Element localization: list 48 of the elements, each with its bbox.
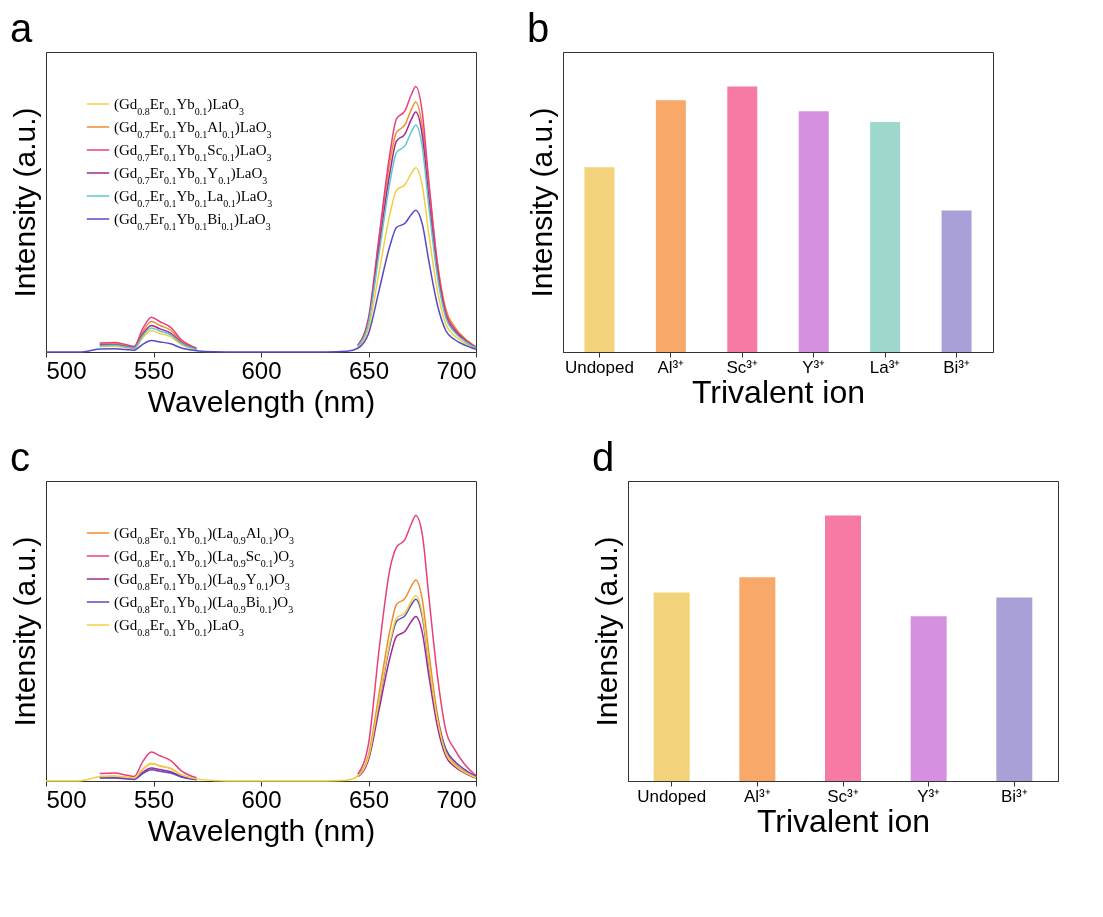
legend-label: (Gd$_{0.8}$Er$_{0.1}$Yb$_{0.1}$)LaO$_{3}$ — [114, 96, 244, 117]
text: (Gd$_{0.7}$Er$_{0.1}$Yb$_{0.1}$La$_{0.1}$)LaO$_{3}$ — [114, 188, 273, 209]
x-axis-title: Wavelength (nm) — [147, 813, 376, 847]
bar — [655, 100, 686, 352]
x-tick-label: 500 — [46, 356, 87, 384]
text: (Gd$_{0.7}$Er$_{0.1}$Yb$_{0.1}$Sc$_{0.1}$)LaO$_{3}$ — [114, 142, 272, 163]
y-axis-title: Intensity (a.u.) — [524, 107, 558, 298]
x-tick-label: 500 — [46, 785, 87, 813]
x-tick-label: 550 — [133, 356, 175, 384]
x-tick-label: 550 — [133, 785, 175, 813]
text: (Gd$_{0.8}$Er$_{0.1}$Yb$_{0.1}$)(La$_{0.9}$Sc$_{0.1}$)O$_{3}$ — [114, 548, 294, 569]
text: (Gd$_{0.8}$Er$_{0.1}$Yb$_{0.1}$)(La$_{0.9}$Bi$_{0.1}$)O$_{3}$ — [114, 594, 294, 615]
text: (Gd$_{0.8}$Er$_{0.1}$Yb$_{0.1}$)(La$_{0.9}$Al$_{0.1}$)O$_{3}$ — [114, 525, 294, 546]
x-tick-label: 650 — [348, 356, 390, 384]
chart-title: b — [527, 6, 550, 50]
x-tick-label: 650 — [348, 785, 390, 813]
bar — [910, 616, 947, 781]
bar — [727, 86, 758, 352]
bar — [825, 515, 861, 781]
y-axis-title: Intensity (a.u.) — [589, 536, 623, 727]
chart-title: a — [10, 6, 33, 50]
x-tick-label: 600 — [241, 356, 282, 384]
x-tick-label: 700 — [436, 356, 477, 384]
x-tick-label: Undoped — [637, 786, 707, 806]
x-tick-label: Bi³⁺ — [1000, 786, 1028, 806]
x-tick-label: 600 — [241, 785, 282, 813]
bar — [870, 122, 901, 352]
x-tick-label: Undoped — [564, 357, 634, 377]
bar — [584, 167, 615, 352]
text: (Gd$_{0.8}$Er$_{0.1}$Yb$_{0.1}$)(La$_{0.9}$Y$_{0.1}$)O$_{3}$ — [114, 571, 290, 592]
y-axis-title: Intensity (a.u.) — [7, 536, 41, 727]
legend-label: (Gd$_{0.8}$Er$_{0.1}$Yb$_{0.1}$)LaO$_{3}$ — [114, 617, 244, 638]
bar — [941, 210, 972, 352]
x-tick-label: Al³⁺ — [657, 357, 685, 377]
text: (Gd$_{0.7}$Er$_{0.1}$Yb$_{0.1}$Bi$_{0.1}$)LaO$_{3}$ — [114, 211, 271, 232]
text: (Gd$_{0.7}$Er$_{0.1}$Yb$_{0.1}$Y$_{0.1}$)LaO$_{3}$ — [114, 165, 268, 186]
bar — [653, 592, 690, 781]
bar — [798, 111, 829, 352]
y-axis-title: Intensity (a.u.) — [7, 107, 41, 298]
x-tick-label: La³⁺ — [869, 357, 901, 377]
text: (Gd$_{0.7}$Er$_{0.1}$Yb$_{0.1}$Al$_{0.1}$)LaO$_{3}$ — [114, 119, 272, 140]
x-tick-label: Bi³⁺ — [943, 357, 970, 377]
x-axis-title: Wavelength (nm) — [147, 384, 376, 418]
x-tick-label: 700 — [436, 785, 477, 813]
bar — [739, 577, 776, 781]
bar — [996, 597, 1033, 781]
chart-title: d — [592, 435, 615, 479]
chart-title: c — [10, 435, 30, 479]
